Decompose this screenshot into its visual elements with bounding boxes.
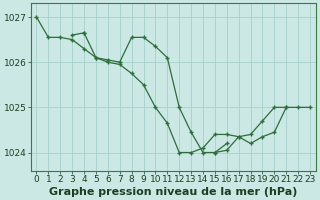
X-axis label: Graphe pression niveau de la mer (hPa): Graphe pression niveau de la mer (hPa)	[49, 187, 298, 197]
